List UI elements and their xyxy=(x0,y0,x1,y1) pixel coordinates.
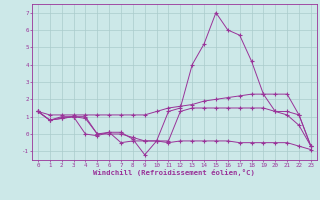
X-axis label: Windchill (Refroidissement éolien,°C): Windchill (Refroidissement éolien,°C) xyxy=(93,169,255,176)
